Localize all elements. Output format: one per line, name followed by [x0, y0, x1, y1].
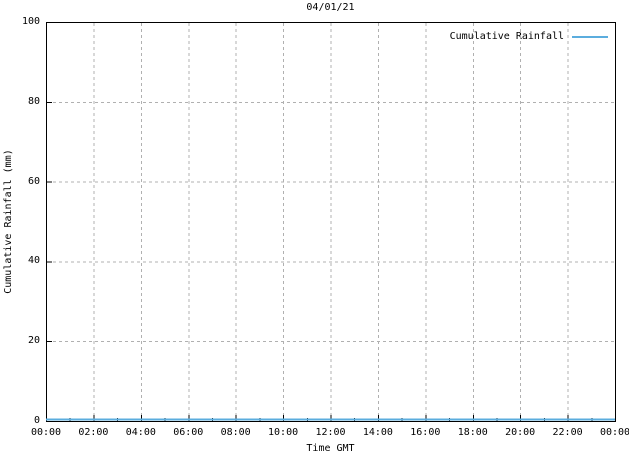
x-axis-label: Time GMT	[306, 443, 355, 454]
x-tick-label: 16:00	[410, 427, 441, 438]
x-tick-label: 02:00	[78, 427, 109, 438]
x-tick-label: 12:00	[315, 427, 346, 438]
x-tick-label: 22:00	[552, 427, 583, 438]
y-tick-label: 20	[27, 335, 40, 347]
x-tick-label: 14:00	[362, 427, 393, 438]
x-tick-label: 00:00	[599, 427, 629, 438]
x-tick-label: 06:00	[173, 427, 204, 438]
x-tick-label: 18:00	[457, 427, 488, 438]
legend-entry-label: Cumulative Rainfall	[449, 31, 564, 42]
x-tick-label: 10:00	[268, 427, 299, 438]
y-tick-label: 0	[33, 415, 40, 426]
y-tick-label: 60	[27, 175, 40, 187]
x-tick-label: 00:00	[30, 427, 62, 438]
legend: Cumulative Rainfall	[450, 30, 608, 43]
chart-title: 04/01/21	[306, 2, 355, 13]
legend-line-sample	[572, 35, 608, 38]
x-tick-label: 08:00	[220, 427, 251, 438]
y-tick-label: 80	[27, 95, 40, 107]
x-tick-label: 20:00	[505, 427, 536, 438]
y-tick-label: 40	[27, 255, 40, 267]
plot-border	[46, 22, 616, 422]
y-tick-label: 100	[21, 16, 40, 27]
x-tick-label: 04:00	[125, 427, 156, 438]
